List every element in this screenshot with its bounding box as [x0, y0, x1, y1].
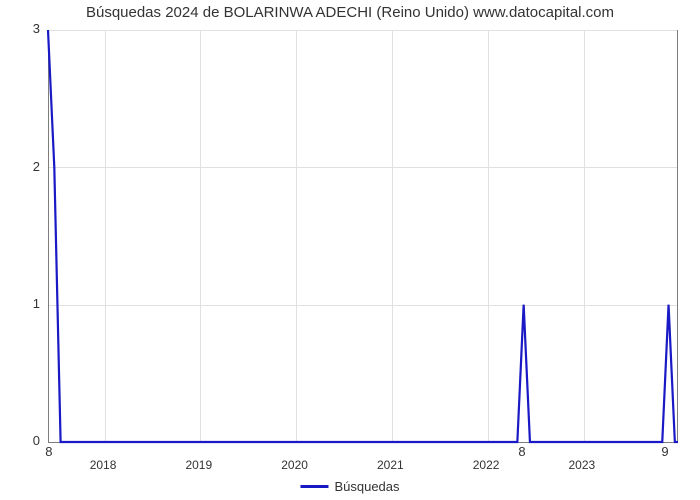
data-point-label: 9: [661, 444, 668, 459]
line-series: [0, 0, 700, 500]
search-chart: Búsquedas 2024 de BOLARINWA ADECHI (Rein…: [0, 0, 700, 500]
data-point-label: 8: [518, 444, 525, 459]
data-point-label: 8: [45, 444, 52, 459]
